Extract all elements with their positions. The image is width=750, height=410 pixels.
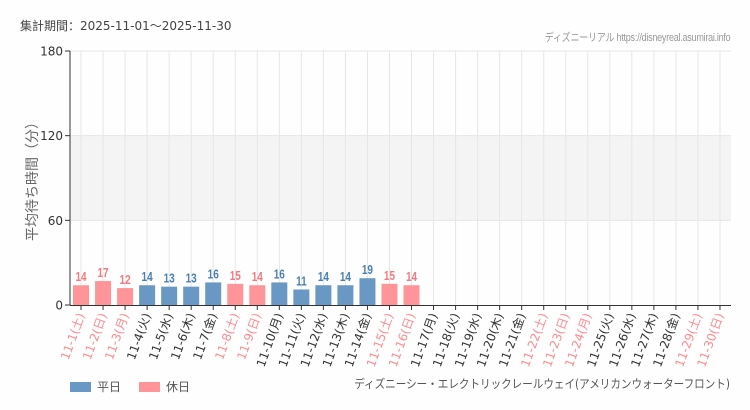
- y-tick-label: 180: [40, 45, 63, 59]
- bar[interactable]: [117, 288, 134, 305]
- bar-value-label: 14: [75, 271, 87, 284]
- bar[interactable]: [227, 283, 244, 305]
- bar-value-label: 19: [362, 264, 373, 277]
- bar-value-label: 14: [318, 271, 330, 284]
- bar-value-label: 16: [274, 268, 285, 281]
- legend: 平日 休日: [70, 378, 190, 395]
- band-60-120: [70, 135, 731, 221]
- bar[interactable]: [161, 286, 178, 305]
- y-tick-label: 60: [48, 214, 63, 228]
- bar[interactable]: [403, 285, 420, 305]
- weekday-swatch: [70, 381, 91, 392]
- bar[interactable]: [139, 285, 156, 305]
- bar[interactable]: [205, 282, 222, 305]
- bar[interactable]: [183, 286, 200, 305]
- legend-label-weekday: 平日: [97, 380, 122, 394]
- bar-value-label: 14: [142, 271, 154, 284]
- bar-value-label: 14: [340, 271, 352, 284]
- bar[interactable]: [337, 285, 354, 305]
- period-label: 集計期間：2025-11-01〜2025-11-30: [20, 19, 232, 33]
- y-tick-label: 0: [55, 299, 63, 313]
- bar-value-label: 15: [230, 270, 241, 283]
- bar-value-label: 12: [120, 274, 131, 287]
- bar-value-label: 14: [252, 271, 264, 284]
- holiday-swatch: [139, 381, 161, 392]
- bar-value-label: 16: [208, 268, 219, 281]
- bar[interactable]: [315, 285, 332, 305]
- legend-label-holiday: 休日: [166, 380, 191, 394]
- bar-value-label: 13: [186, 273, 197, 286]
- attraction-name: ディズニーシー・エレクトリックレールウェイ(アメリカンウォーターフロント): [354, 377, 730, 391]
- y-axis-title: 平均待ち時間（分）: [25, 115, 41, 241]
- bar[interactable]: [271, 282, 288, 305]
- bar[interactable]: [359, 278, 376, 305]
- bar[interactable]: [249, 285, 266, 305]
- bar[interactable]: [95, 281, 112, 305]
- site-credit: ディズニーリアル https://disneyreal.asumirai.inf…: [544, 32, 730, 44]
- y-tick-label: 120: [40, 129, 63, 143]
- bar-value-label: 15: [384, 270, 395, 283]
- bar[interactable]: [293, 289, 310, 305]
- bar[interactable]: [381, 283, 398, 305]
- bar-value-label: 17: [97, 267, 108, 280]
- legend-item-weekday[interactable]: 平日: [70, 378, 121, 395]
- bar-value-label: 11: [296, 276, 307, 289]
- legend-item-holiday[interactable]: 休日: [139, 378, 190, 395]
- bar[interactable]: [73, 285, 90, 305]
- bar-value-label: 14: [406, 271, 418, 284]
- bar-value-label: 13: [164, 273, 175, 286]
